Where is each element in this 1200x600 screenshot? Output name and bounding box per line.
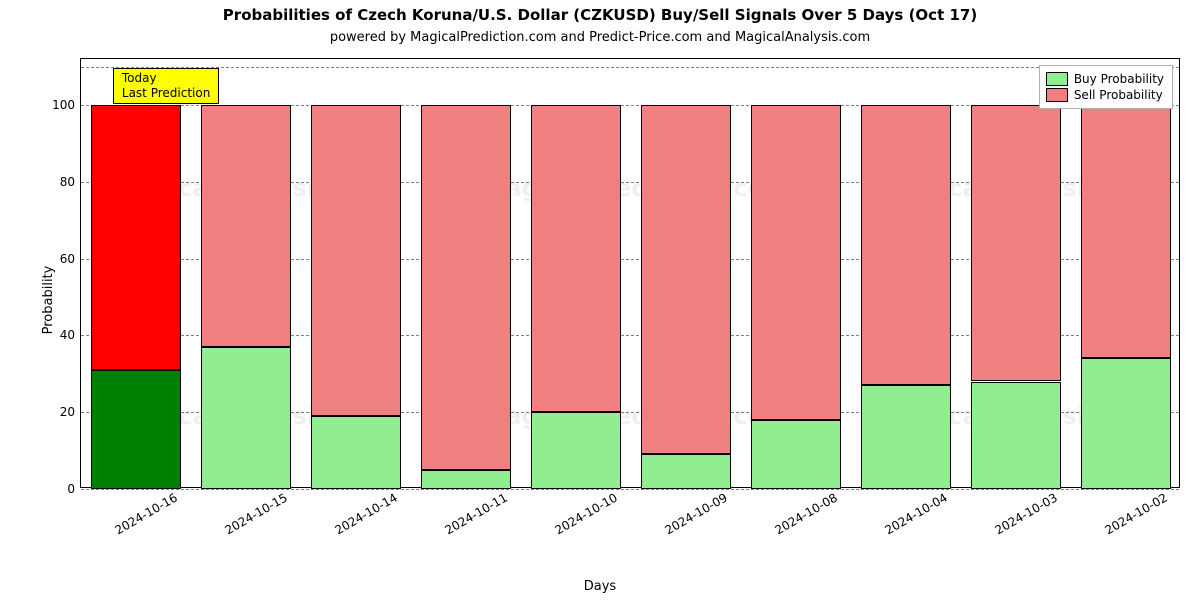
legend: Buy Probability Sell Probability (1039, 65, 1173, 109)
sell-bar (421, 105, 511, 470)
x-tick-label: 2024-10-09 (660, 487, 729, 537)
y-tick-label: 0 (67, 482, 81, 496)
watermark-text: MagicalPrediction.com (481, 402, 789, 430)
y-axis-label: Probability (41, 266, 56, 335)
legend-label: Sell Probability (1074, 88, 1163, 102)
sell-bar (641, 105, 731, 454)
x-tick-label: 2024-10-11 (440, 487, 509, 537)
legend-item: Buy Probability (1046, 72, 1164, 86)
chart-figure: Probabilities of Czech Koruna/U.S. Dolla… (0, 0, 1200, 600)
chart-subtitle: powered by MagicalPrediction.com and Pre… (0, 30, 1200, 45)
annotation-line: Last Prediction (122, 86, 210, 101)
annotation-line: Today (122, 71, 210, 86)
sell-bar (751, 105, 841, 420)
sell-bar (531, 105, 621, 412)
x-tick-label: 2024-10-16 (110, 487, 179, 537)
buy-bar (311, 416, 401, 489)
buy-bar (421, 470, 511, 489)
y-tick-label: 100 (52, 98, 81, 112)
y-tick-label: 60 (60, 252, 81, 266)
y-tick-label: 40 (60, 328, 81, 342)
sell-bar (971, 105, 1061, 381)
x-axis-label: Days (0, 579, 1200, 594)
x-tick-label: 2024-10-04 (880, 487, 949, 537)
watermark-text: MagicalPrediction.com (481, 174, 789, 202)
buy-bar (91, 370, 181, 489)
y-tick-label: 20 (60, 405, 81, 419)
buy-bar (201, 347, 291, 489)
sell-bar (861, 105, 951, 385)
sell-bar (1081, 105, 1171, 358)
legend-label: Buy Probability (1074, 72, 1164, 86)
sell-bar (201, 105, 291, 347)
buy-bar (971, 382, 1061, 490)
x-tick-label: 2024-10-08 (770, 487, 839, 537)
buy-bar (641, 454, 731, 489)
x-tick-label: 2024-10-15 (220, 487, 289, 537)
x-tick-label: 2024-10-14 (330, 487, 399, 537)
chart-title: Probabilities of Czech Koruna/U.S. Dolla… (0, 6, 1200, 24)
gridline (81, 489, 1179, 490)
legend-item: Sell Probability (1046, 88, 1164, 102)
x-tick-label: 2024-10-10 (550, 487, 619, 537)
today-annotation: TodayLast Prediction (113, 68, 219, 104)
buy-bar (1081, 358, 1171, 489)
legend-swatch (1046, 88, 1068, 102)
gridline (81, 67, 1179, 68)
buy-bar (531, 412, 621, 489)
x-tick-label: 2024-10-02 (1100, 487, 1169, 537)
plot-area: MagicalAnalysis.comMagicalPrediction.com… (80, 58, 1180, 488)
legend-swatch (1046, 72, 1068, 86)
buy-bar (751, 420, 841, 489)
y-tick-label: 80 (60, 175, 81, 189)
sell-bar (311, 105, 401, 416)
x-tick-label: 2024-10-03 (990, 487, 1059, 537)
buy-bar (861, 385, 951, 489)
sell-bar (91, 105, 181, 370)
